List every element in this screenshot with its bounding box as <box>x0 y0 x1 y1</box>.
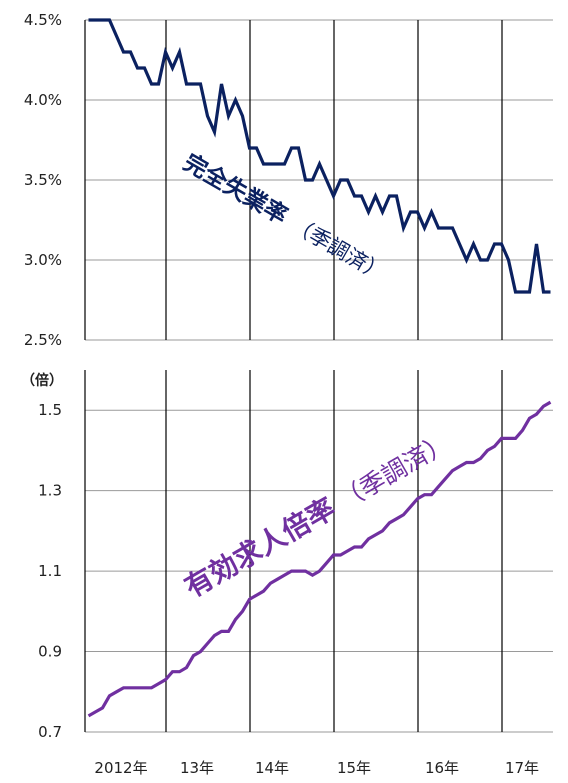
bottom-unit-label: （倍） <box>21 372 63 389</box>
top-ytick-label: 4.5% <box>24 11 62 29</box>
x-tick-label: 14年 <box>255 759 289 777</box>
top-ytick-label: 4.0% <box>24 91 62 109</box>
bottom-ytick-label: 1.1 <box>38 562 62 580</box>
unemployment-rate-panel: 4.5% 4.0% 3.5% 3.0% 2.5% <box>24 11 553 349</box>
x-tick-label: 2012年 <box>94 759 147 777</box>
bottom-ytick-label: 0.7 <box>38 723 62 741</box>
top-series-name: 完全失業率 <box>179 149 292 230</box>
x-axis: 2012年 13年 14年 15年 16年 17年 <box>94 759 539 777</box>
top-series-line <box>88 18 551 294</box>
bottom-ytick-label: 1.5 <box>38 401 62 419</box>
jobs-to-applicants-panel: 1.5 1.3 1.1 0.9 0.7 <box>38 370 553 741</box>
bottom-series-label: 有効求人倍率 （季調済） <box>179 428 456 604</box>
x-tick-label: 16年 <box>425 759 459 777</box>
bottom-series-sub: （季調済） <box>333 428 456 516</box>
x-tick-label: 13年 <box>180 759 214 777</box>
top-series-sub: （季調済） <box>287 213 390 286</box>
bottom-series-line <box>87 400 552 718</box>
bottom-ytick-label: 1.3 <box>38 482 62 500</box>
top-ytick-label: 3.5% <box>24 171 62 189</box>
top-ytick-label: 2.5% <box>24 331 62 349</box>
top-series-label: 完全失業率 （季調済） <box>179 149 390 286</box>
x-tick-label: 15年 <box>337 759 371 777</box>
top-ytick-label: 3.0% <box>24 251 62 269</box>
bottom-ytick-label: 0.9 <box>38 643 62 661</box>
x-tick-label: 17年 <box>505 759 539 777</box>
bottom-series-name: 有効求人倍率 <box>179 491 341 604</box>
